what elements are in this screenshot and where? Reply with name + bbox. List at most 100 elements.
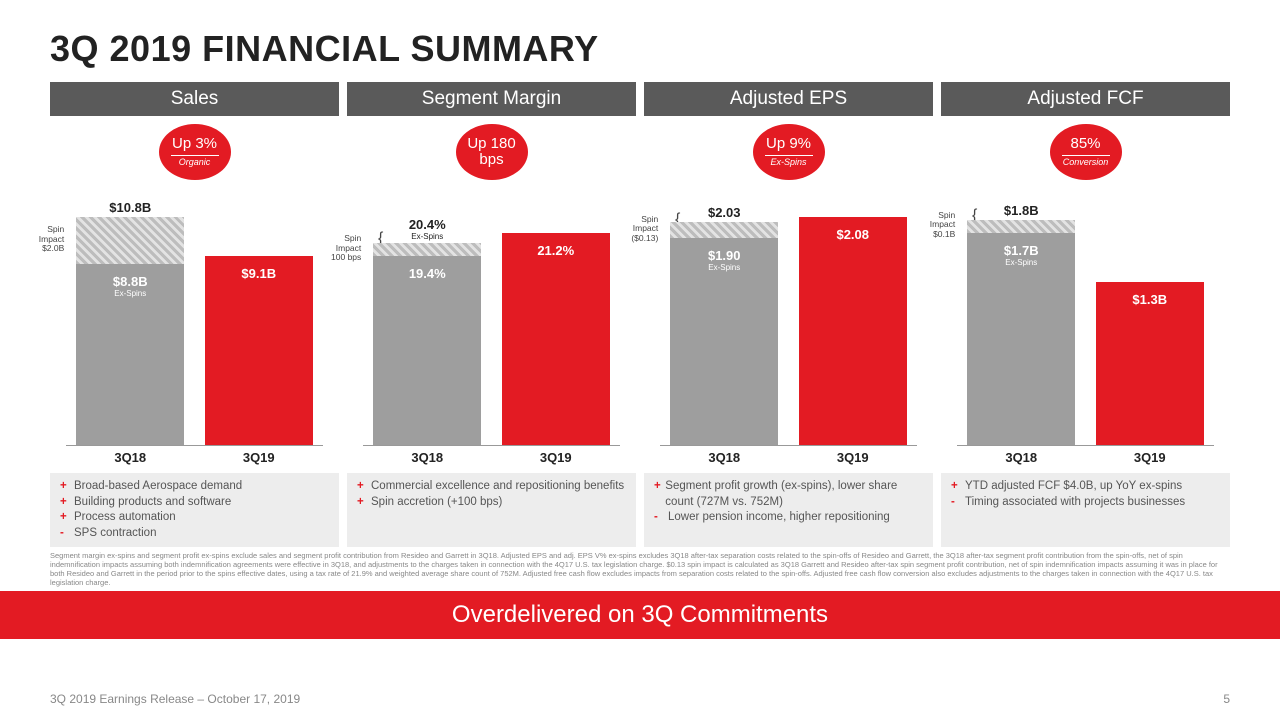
spin-impact-bar <box>76 217 184 264</box>
bullet-item: +Process automation <box>60 510 329 526</box>
plus-icon: + <box>60 479 70 495</box>
bar-left: $10.8BSpin Impact$2.0B{$8.8BEx-Spins <box>76 186 184 445</box>
main-bar: $1.90Ex-Spins <box>670 238 778 445</box>
bar-top-label: $2.03 <box>670 205 778 220</box>
bar-right: $1.3B <box>1096 186 1204 445</box>
chart-area: 20.4%Ex-SpinsSpin Impact100 bps{19.4% 21.… <box>363 186 620 446</box>
badge-main: Up 3% <box>159 136 231 153</box>
bar-top-label: $10.8B <box>76 200 184 215</box>
plus-icon: + <box>357 495 367 511</box>
footer-page-number: 5 <box>1223 692 1230 706</box>
x-axis-label: 3Q19 <box>837 450 869 465</box>
bullet-list: +YTD adjusted FCF $4.0B, up YoY ex-spins… <box>941 473 1230 547</box>
bar-left: $2.03Spin Impact($0.13){$1.90Ex-Spins <box>670 186 778 445</box>
bullet-item: +YTD adjusted FCF $4.0B, up YoY ex-spins <box>951 479 1220 495</box>
metric-badge: Up 3%Organic <box>159 124 231 180</box>
panel-header: Sales <box>50 82 339 116</box>
bullet-text: Timing associated with projects business… <box>965 495 1185 511</box>
badge-main: 85% <box>1050 136 1122 153</box>
minus-icon: - <box>951 495 961 511</box>
bullet-list: +Segment profit growth (ex-spins), lower… <box>644 473 933 547</box>
bullet-text: Commercial excellence and repositioning … <box>371 479 624 495</box>
main-bar: 21.2% <box>502 233 610 445</box>
bullet-item: +Segment profit growth (ex-spins), lower… <box>654 479 923 510</box>
bullet-item: +Spin accretion (+100 bps) <box>357 495 626 511</box>
bullet-item: -Lower pension income, higher reposition… <box>654 510 923 526</box>
bar-value-label: $1.90Ex-Spins <box>670 248 778 272</box>
bar-left: $1.8BSpin Impact$0.1B{$1.7BEx-Spins <box>967 186 1075 445</box>
bar-top-label: $1.8B <box>967 203 1075 218</box>
bar-value-label: $1.3B <box>1096 292 1204 307</box>
metric-badge: Up 180bps <box>456 124 528 180</box>
bullet-list: +Broad-based Aerospace demand+Building p… <box>50 473 339 547</box>
bar-value-label: 19.4% <box>373 266 481 281</box>
spin-impact-bar <box>373 243 481 256</box>
footnote-text: Segment margin ex-spins and segment prof… <box>0 547 1280 587</box>
panel-sales: Sales Up 3%Organic $10.8BSpin Impact$2.0B{… <box>50 82 339 547</box>
chart-area: $2.03Spin Impact($0.13){$1.90Ex-Spins$2.… <box>660 186 917 446</box>
spin-impact-annotation: Spin Impact($0.13){ <box>616 215 670 243</box>
main-bar: $2.08 <box>799 217 907 445</box>
plus-icon: + <box>60 510 70 526</box>
bar-top-label: 20.4%Ex-Spins <box>373 217 481 241</box>
bar-right: 21.2% <box>502 186 610 445</box>
bar-right: $9.1B <box>205 186 313 445</box>
panel-adjusted-eps: Adjusted EPSUp 9%Ex-Spins$2.03Spin Impac… <box>644 82 933 547</box>
plus-icon: + <box>357 479 367 495</box>
minus-icon: - <box>60 526 70 542</box>
bullet-text: Broad-based Aerospace demand <box>74 479 242 495</box>
bullet-text: Process automation <box>74 510 176 526</box>
bullet-item: +Commercial excellence and repositioning… <box>357 479 626 495</box>
bar-left: 20.4%Ex-SpinsSpin Impact100 bps{19.4% <box>373 186 481 445</box>
plus-icon: + <box>654 479 661 510</box>
bullet-item: -Timing associated with projects busines… <box>951 495 1220 511</box>
chart-area: $10.8BSpin Impact$2.0B{$8.8BEx-Spins $9.1… <box>66 186 323 446</box>
badge-main: Up 9% <box>753 136 825 153</box>
bullet-text: SPS contraction <box>74 526 156 542</box>
x-axis-label: 3Q18 <box>708 450 740 465</box>
metric-badge: Up 9% Ex-Spins <box>753 124 825 180</box>
panels-row: Sales Up 3%Organic $10.8BSpin Impact$2.0B{… <box>50 82 1230 547</box>
metric-badge: 85% Conversion <box>1050 124 1122 180</box>
x-axis-label: 3Q18 <box>411 450 443 465</box>
spin-impact-annotation: Spin Impact100 bps{ <box>319 234 373 262</box>
badge-main: Up 180bps <box>456 136 528 169</box>
bullet-text: Spin accretion (+100 bps) <box>371 495 502 511</box>
panel-segment-margin: Segment MarginUp 180bps20.4%Ex-SpinsSpin… <box>347 82 636 547</box>
spin-impact-annotation: Spin Impact$0.1B{ <box>913 211 967 239</box>
bar-value-label: 21.2% <box>502 243 610 258</box>
bullet-item: +Broad-based Aerospace demand <box>60 479 329 495</box>
plus-icon: + <box>60 495 70 511</box>
bar-value-label: $8.8BEx-Spins <box>76 274 184 298</box>
bar-right: $2.08 <box>799 186 907 445</box>
bullet-text: YTD adjusted FCF $4.0B, up YoY ex-spins <box>965 479 1182 495</box>
bar-value-label: $1.7BEx-Spins <box>967 243 1075 267</box>
bullet-list: +Commercial excellence and repositioning… <box>347 473 636 547</box>
x-axis-label: 3Q19 <box>540 450 572 465</box>
bullet-text: Building products and software <box>74 495 231 511</box>
main-bar: $1.7BEx-Spins <box>967 233 1075 445</box>
main-bar: $1.3B <box>1096 282 1204 445</box>
bar-value-label: $9.1B <box>205 266 313 281</box>
main-bar: $9.1B <box>205 256 313 445</box>
panel-header: Adjusted FCF <box>941 82 1230 116</box>
spin-impact-annotation: Spin Impact$2.0B{ <box>22 225 76 253</box>
panel-adjusted-fcf: Adjusted FCF 85% Conversion $1.8BSpin Impac… <box>941 82 1230 547</box>
bullet-text: Segment profit growth (ex-spins), lower … <box>665 479 923 510</box>
main-bar: $8.8BEx-Spins <box>76 264 184 445</box>
spin-impact-bar <box>670 222 778 238</box>
minus-icon: - <box>654 510 664 526</box>
spin-impact-bar <box>967 220 1075 233</box>
page-title: 3Q 2019 FINANCIAL SUMMARY <box>50 28 1230 70</box>
panel-header: Segment Margin <box>347 82 636 116</box>
bullet-text: Lower pension income, higher repositioni… <box>668 510 890 526</box>
chart-area: $1.8BSpin Impact$0.1B{$1.7BEx-Spins $1.3B <box>957 186 1214 446</box>
footer-left: 3Q 2019 Earnings Release – October 17, 2… <box>50 692 300 706</box>
overdelivered-banner: Overdelivered on 3Q Commitments <box>0 591 1280 639</box>
x-axis-label: 3Q18 <box>114 450 146 465</box>
bar-value-label: $2.08 <box>799 227 907 242</box>
badge-sub: Conversion <box>1050 158 1122 168</box>
x-axis-label: 3Q18 <box>1005 450 1037 465</box>
badge-sub: Ex-Spins <box>753 158 825 168</box>
main-bar: 19.4% <box>373 256 481 445</box>
